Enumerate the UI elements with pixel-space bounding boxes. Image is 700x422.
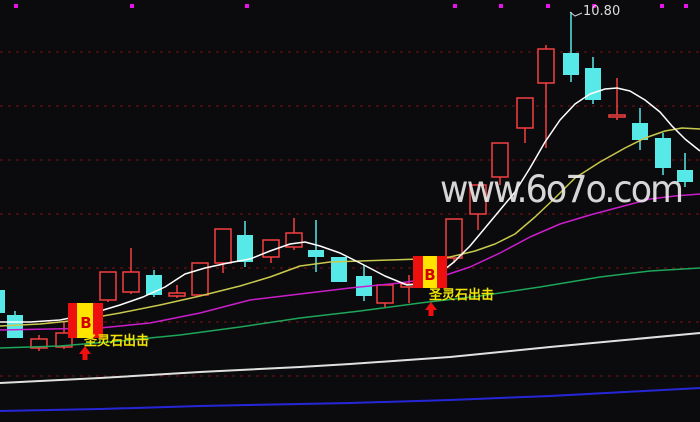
candle-up bbox=[99, 271, 117, 302]
top-dotted-line-dot bbox=[592, 4, 596, 8]
candle-up bbox=[122, 248, 140, 294]
buy-signal-marker bbox=[68, 303, 103, 360]
candle-up bbox=[445, 218, 463, 263]
candle-down bbox=[563, 12, 579, 82]
signal-text: 圣灵石出击 bbox=[84, 334, 150, 349]
signal-b-label: B bbox=[80, 314, 92, 332]
candle-down bbox=[0, 290, 5, 313]
candle-up bbox=[608, 78, 626, 120]
candle-down bbox=[356, 265, 372, 301]
candle-up bbox=[491, 142, 509, 185]
signal-b-label: B bbox=[424, 266, 436, 284]
top-dotted-line-dot bbox=[546, 4, 550, 8]
candle-up bbox=[469, 184, 487, 230]
top-dotted-line-dot bbox=[660, 4, 664, 8]
candle-up bbox=[262, 239, 280, 263]
top-dotted-line-dot bbox=[453, 4, 457, 8]
up-arrow-icon bbox=[79, 346, 91, 360]
candle-up bbox=[30, 335, 48, 351]
candle-down bbox=[585, 57, 601, 104]
candle-up bbox=[376, 284, 394, 307]
candle-down bbox=[237, 221, 253, 267]
top-dotted-line-dot bbox=[14, 4, 18, 8]
candle-up bbox=[537, 45, 555, 148]
ma-slow-white-line bbox=[0, 332, 700, 384]
top-dotted-line-dot bbox=[684, 4, 688, 8]
candle-up bbox=[214, 228, 232, 273]
candle-down bbox=[632, 108, 648, 150]
buy-signal-marker bbox=[413, 256, 447, 316]
signal-yellow-stripe bbox=[423, 256, 437, 288]
candle-up bbox=[168, 285, 186, 298]
candle-down bbox=[331, 257, 347, 282]
top-dotted-line-dot bbox=[499, 4, 503, 8]
top-dotted-line-dot bbox=[245, 4, 249, 8]
candle-down bbox=[7, 311, 23, 338]
price-pointer-line bbox=[569, 11, 583, 17]
ma-green-line bbox=[0, 267, 700, 349]
price-label: 10.80 bbox=[583, 4, 621, 19]
candle-down bbox=[677, 153, 693, 187]
candle-down bbox=[655, 133, 671, 175]
candle-down bbox=[146, 270, 162, 297]
ma-blue-line bbox=[0, 387, 700, 412]
up-arrow-icon bbox=[425, 302, 437, 316]
candle-up bbox=[516, 97, 534, 143]
signal-yellow-stripe bbox=[77, 303, 93, 338]
signal-text: 圣灵石出击 bbox=[429, 288, 495, 303]
top-dotted-line-dot bbox=[130, 4, 134, 8]
